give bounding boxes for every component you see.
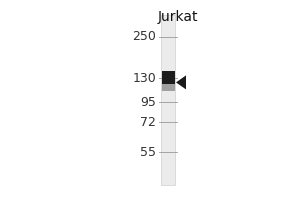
Polygon shape (176, 75, 186, 89)
Text: 130: 130 (132, 72, 156, 84)
Bar (161, 71, 175, 84)
Bar (161, 15, 175, 185)
Text: Jurkat: Jurkat (158, 10, 198, 24)
Text: 55: 55 (140, 146, 156, 158)
Text: 95: 95 (140, 96, 156, 108)
Text: 72: 72 (140, 116, 156, 129)
Text: 250: 250 (132, 30, 156, 44)
Bar (161, 76, 175, 91)
